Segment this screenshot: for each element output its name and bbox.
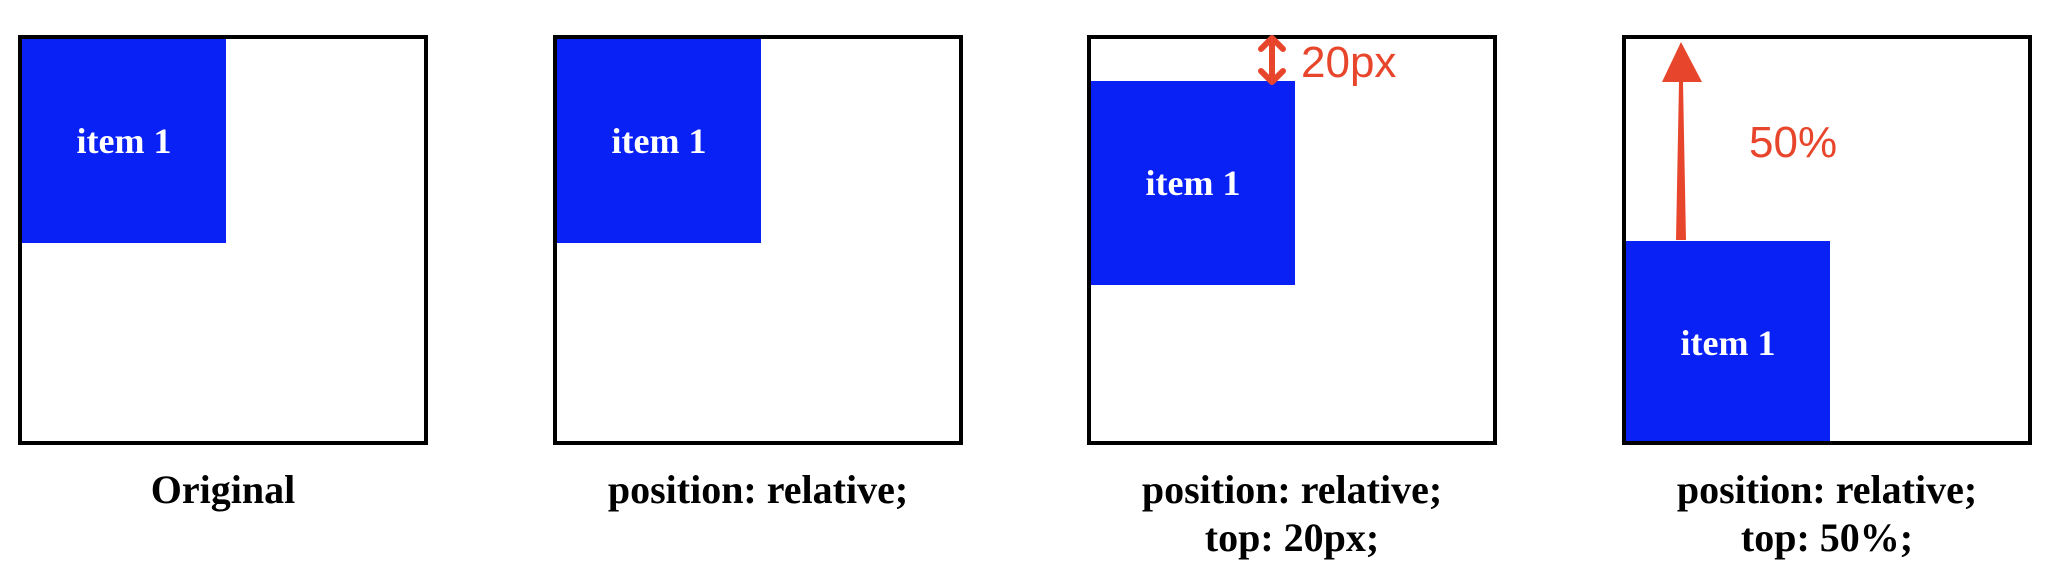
panel-relative-top-20px: item 1 20px position: relative; top: 20p… [1087, 0, 1507, 580]
item-box: item 1 [1626, 241, 1830, 441]
panel-relative: item 1 position: relative; [553, 0, 973, 580]
caption-line-1: position: relative; [607, 467, 909, 512]
item-label: item 1 [76, 121, 172, 161]
up-arrow-head [1662, 42, 1702, 82]
panel-original: item 1 Original [18, 0, 438, 580]
container-box: item 1 [1622, 35, 2032, 445]
item-label: item 1 [1680, 323, 1776, 363]
caption-line-2: top: 50%; [1740, 515, 1914, 560]
caption: position: relative; [553, 466, 963, 514]
double-arrow-head-bottom [1258, 68, 1286, 85]
item-label: item 1 [611, 121, 707, 161]
item-box: item 1 [22, 39, 226, 243]
caption-line-1: position: relative; [1141, 467, 1443, 512]
item-label: item 1 [1145, 163, 1241, 203]
offset-up-arrow [1662, 42, 1702, 240]
item-box: item 1 [557, 39, 761, 243]
caption-line-2: top: 20px; [1204, 515, 1380, 560]
item-box: item 1 [1091, 81, 1295, 285]
offset-double-arrow [1258, 35, 1286, 85]
up-arrow-shaft [1676, 82, 1686, 240]
caption: position: relative; top: 50%; [1622, 466, 2032, 562]
panel-relative-top-50-percent: item 1 50% position: relative; top: 50%; [1622, 0, 2042, 580]
offset-50-percent-label: 50% [1749, 118, 1838, 167]
container-box: item 1 [18, 35, 428, 445]
container-box: item 1 [553, 35, 963, 445]
container-box: item 1 [1087, 35, 1497, 445]
caption: Original [18, 466, 428, 514]
caption: position: relative; top: 20px; [1087, 466, 1497, 562]
double-arrow-head-top [1258, 35, 1286, 52]
caption-line-1: Original [150, 467, 296, 512]
offset-20px-label: 20px [1301, 38, 1397, 87]
caption-line-1: position: relative; [1676, 467, 1978, 512]
